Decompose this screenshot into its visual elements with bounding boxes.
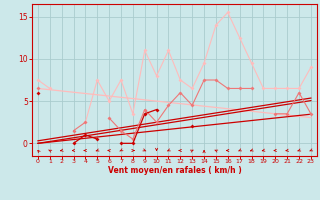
X-axis label: Vent moyen/en rafales ( km/h ): Vent moyen/en rafales ( km/h ) <box>108 166 241 175</box>
